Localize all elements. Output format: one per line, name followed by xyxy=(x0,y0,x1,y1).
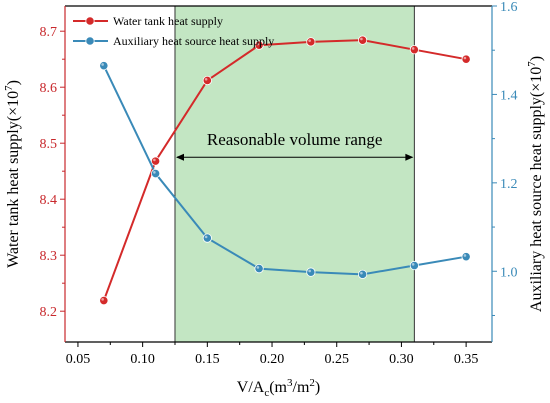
data-point-auxiliary xyxy=(202,233,212,243)
legend: Water tank heat supply Auxiliary heat sou… xyxy=(73,14,274,48)
right-y-tick-label: 1.4 xyxy=(500,88,518,103)
left-y-tick-label: 8.5 xyxy=(40,137,58,152)
range-arrow-left-head xyxy=(175,153,184,161)
left-y-axis-title: Water tank heat supply(×107) xyxy=(3,80,22,268)
data-point-highlight xyxy=(153,158,156,162)
right-y-tick-label: 1.0 xyxy=(500,265,518,280)
data-point-auxiliary xyxy=(150,168,161,179)
data-point-highlight xyxy=(204,235,208,239)
x-tick-label: 0.20 xyxy=(260,352,285,367)
x-tick-label: 0.15 xyxy=(195,352,220,367)
x-tick-label: 0.05 xyxy=(66,352,91,367)
data-point-highlight xyxy=(463,254,467,257)
right-y-axis-title: Auxiliary heat source heat supply(×107) xyxy=(526,56,545,312)
range-label: Reasonable volume range xyxy=(207,130,383,149)
series-layer xyxy=(99,35,471,306)
x-tick-label: 0.10 xyxy=(130,352,155,367)
data-point-auxiliary xyxy=(461,252,471,262)
data-point-highlight xyxy=(308,39,311,42)
data-point-highlight xyxy=(256,266,260,269)
data-point-water-tank xyxy=(150,156,161,166)
data-point-auxiliary xyxy=(254,264,264,274)
data-point-auxiliary xyxy=(358,269,368,279)
data-point-water-tank xyxy=(461,54,471,64)
data-point-water-tank xyxy=(202,75,212,86)
legend-label: Water tank heat supply xyxy=(113,14,223,28)
shaded-region xyxy=(174,6,415,342)
left-y-tick-label: 8.3 xyxy=(40,249,58,264)
left-y-tick-label: 8.7 xyxy=(40,25,58,40)
x-tick-label: 0.30 xyxy=(389,352,414,367)
x-axis-title: V/Ac(m3/m2) xyxy=(237,377,320,399)
data-point-highlight xyxy=(463,56,467,60)
data-point-highlight xyxy=(411,47,415,50)
data-point-auxiliary xyxy=(409,260,419,271)
data-point-water-tank xyxy=(358,35,368,45)
series-line-auxiliary xyxy=(102,65,467,276)
data-point-highlight xyxy=(308,269,311,273)
legend-label: Auxiliary heat source heat supply xyxy=(113,34,274,48)
right-y-tick-label: 1.2 xyxy=(500,177,518,192)
data-point-auxiliary xyxy=(99,61,109,71)
data-point-water-tank xyxy=(409,45,419,55)
left-y-tick-label: 8.2 xyxy=(40,305,58,320)
data-point-highlight xyxy=(101,298,104,301)
data-point-auxiliary xyxy=(306,267,316,277)
data-point-highlight xyxy=(256,42,260,46)
data-point-highlight xyxy=(360,271,363,275)
legend-marker xyxy=(85,36,95,46)
x-tick-label: 0.35 xyxy=(454,352,479,367)
series-line-water-tank xyxy=(102,39,467,301)
right-y-tick-label: 1.6 xyxy=(500,0,518,15)
x-tick-label: 0.25 xyxy=(324,352,349,367)
data-point-water-tank xyxy=(99,295,109,306)
range-arrow-right-head xyxy=(405,153,414,161)
shaded-region-layer: Reasonable volume range xyxy=(174,6,415,342)
axis-titles: V/Ac(m3/m2) Water tank heat supply(×107) A… xyxy=(3,56,545,399)
left-y-tick-label: 8.4 xyxy=(40,193,58,208)
left-y-tick-label: 8.6 xyxy=(40,81,58,96)
axes-layer: 0.05 0.10 0.15 0.20 0.25 0.30 0.35 8.2 8.3 8.4 8.5… xyxy=(40,0,518,367)
data-point-highlight xyxy=(153,171,156,174)
data-point-highlight xyxy=(101,63,104,66)
data-point-highlight xyxy=(360,37,363,41)
data-point-water-tank xyxy=(306,37,316,47)
legend-marker xyxy=(85,16,95,26)
data-point-highlight xyxy=(204,77,208,81)
data-point-highlight xyxy=(411,263,415,266)
